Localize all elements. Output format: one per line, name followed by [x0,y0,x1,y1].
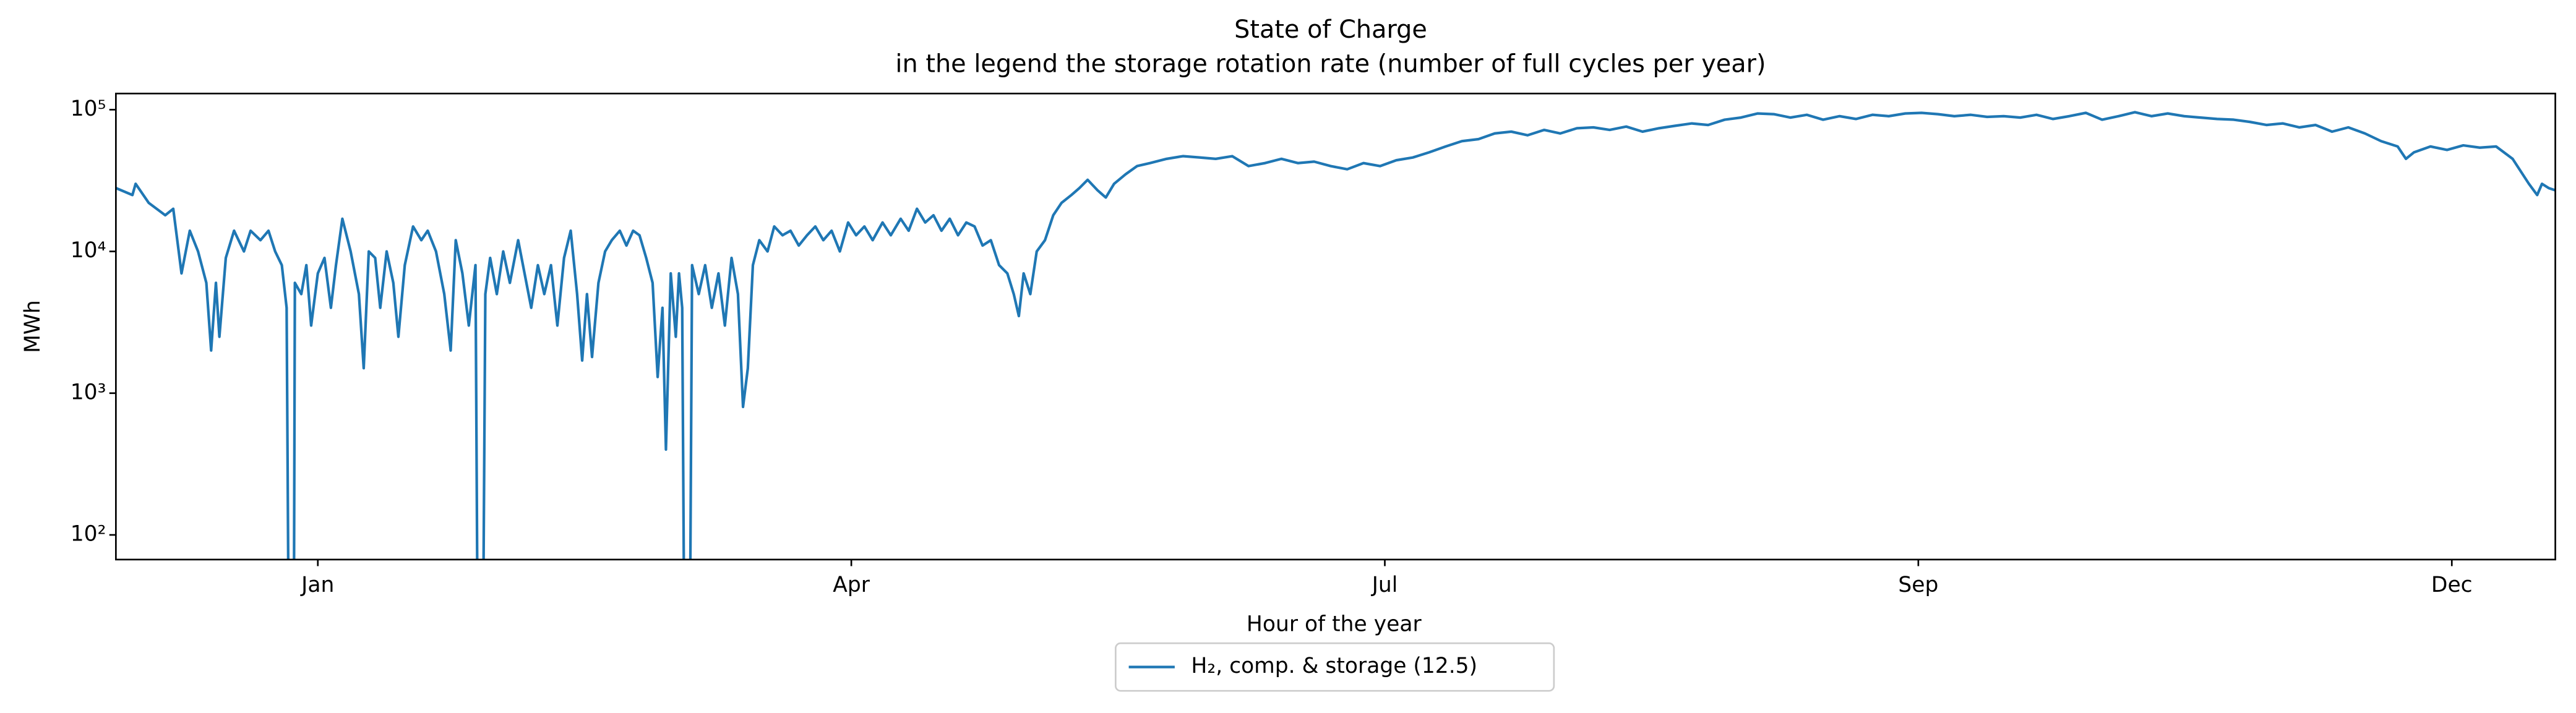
x-axis-label: Hour of the year [1247,612,1422,637]
legend-label: H₂, comp. & storage (12.5) [1191,654,1477,678]
y-axis-label: MWh [20,300,45,353]
x-tick-label: Jul [1371,573,1398,597]
y-tick-label: 10⁵ [71,96,106,121]
legend-box [1115,642,1555,692]
plot-area [116,111,2556,560]
y-tick-label: 10² [71,522,106,547]
chart-subtitle: in the legend the storage rotation rate … [895,50,1766,79]
x-tick-label: Sep [1898,573,1938,597]
y-tick-label: 10³ [71,380,106,404]
data-line [116,111,2556,560]
plot-frame [115,92,2556,561]
x-tick-label: Jan [300,573,334,597]
chart-title: State of Charge [1234,15,1427,44]
x-tick-label: Dec [2431,573,2473,597]
x-tick-label: Apr [833,573,870,597]
y-tick-label: 10⁴ [71,238,106,263]
